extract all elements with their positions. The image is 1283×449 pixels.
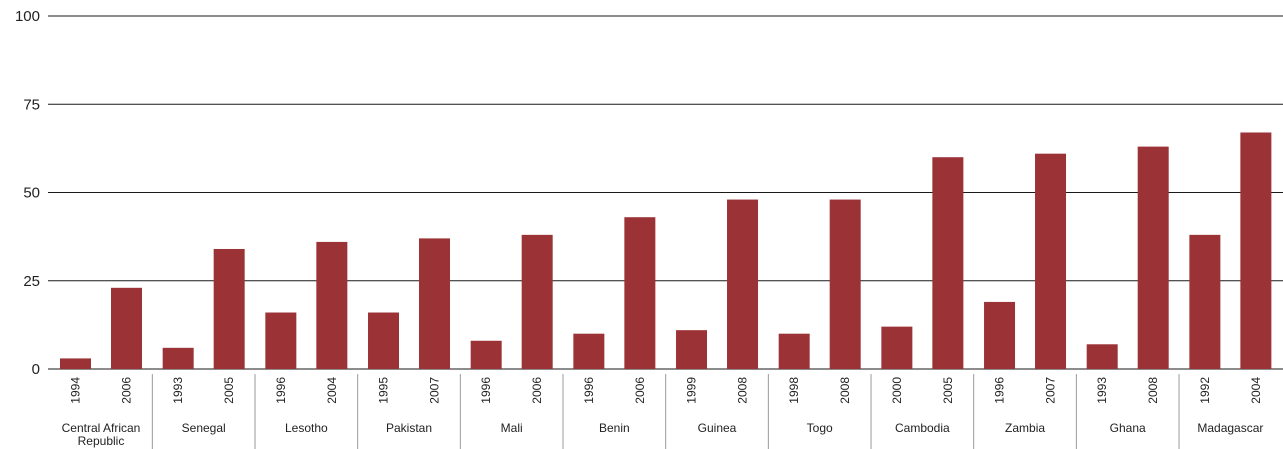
year-label: 1993 — [171, 377, 185, 404]
bar — [573, 333, 605, 369]
bar — [932, 157, 964, 369]
bar — [368, 312, 400, 369]
country-label: Pakistan — [386, 421, 432, 435]
bar — [1240, 132, 1272, 369]
y-axis-tick-labels: 0 25 50 75 100 — [15, 8, 40, 378]
y-tick-label: 25 — [23, 273, 40, 290]
bar — [676, 330, 708, 369]
bar — [1035, 153, 1067, 369]
year-label: 1996 — [479, 377, 493, 404]
year-label: 1998 — [787, 377, 801, 404]
year-label: 1996 — [274, 377, 288, 404]
bar — [624, 217, 656, 369]
year-label: 2007 — [428, 377, 442, 404]
country-label: Madagascar — [1197, 421, 1263, 435]
year-label: 2006 — [530, 377, 544, 404]
country-label: Guinea — [698, 421, 737, 435]
bar — [1137, 146, 1169, 369]
bar — [984, 301, 1016, 369]
bars — [60, 132, 1272, 369]
gridlines — [48, 15, 1283, 370]
year-label: 2005 — [941, 377, 955, 404]
y-tick-label: 0 — [32, 361, 40, 378]
country-label: Benin — [599, 421, 630, 435]
country-label: Ghana — [1110, 421, 1146, 435]
country-label: Lesotho — [285, 421, 328, 435]
year-label: 2004 — [325, 377, 339, 404]
bar — [213, 248, 245, 369]
bar — [60, 358, 91, 369]
bar — [419, 238, 451, 369]
year-label: 1996 — [993, 377, 1007, 404]
bar — [727, 199, 759, 369]
year-label: 2008 — [1146, 377, 1160, 404]
year-label: 2006 — [633, 377, 647, 404]
bar — [111, 287, 142, 369]
year-label: 2008 — [736, 377, 750, 404]
year-label: 2005 — [222, 377, 236, 404]
year-label: 2008 — [838, 377, 852, 404]
country-label: Cambodia — [895, 421, 950, 435]
y-tick-label: 100 — [15, 8, 40, 25]
bar — [1189, 234, 1221, 369]
year-label: 1992 — [1198, 377, 1212, 404]
year-label: 1993 — [1095, 377, 1109, 404]
bar — [316, 241, 348, 369]
bar — [881, 326, 913, 369]
year-label: 1999 — [685, 377, 699, 404]
y-tick-label: 50 — [23, 185, 40, 202]
bar — [521, 234, 553, 369]
bar — [265, 312, 297, 369]
bar — [829, 199, 861, 369]
y-tick-label: 75 — [23, 96, 40, 113]
country-label: Togo — [807, 421, 833, 435]
country-label: Mali — [501, 421, 523, 435]
year-label: 2007 — [1044, 377, 1058, 404]
bar — [470, 340, 502, 369]
year-label: 1995 — [377, 377, 391, 404]
year-label: 2000 — [890, 377, 904, 404]
bar — [162, 347, 194, 369]
bar — [778, 333, 810, 369]
group-separators — [151, 374, 1180, 449]
bar — [1086, 344, 1118, 369]
year-label: 2006 — [120, 377, 134, 404]
year-label: 2004 — [1249, 377, 1263, 404]
year-label: 1996 — [582, 377, 596, 404]
year-label: 1994 — [69, 377, 83, 404]
country-label: Central African Republic — [62, 421, 141, 448]
x-axis-labels: 1994 2006 Central African Republic 1993 2005 S… — [62, 377, 1264, 448]
country-label: Senegal — [182, 421, 226, 435]
country-label: Zambia — [1005, 421, 1045, 435]
